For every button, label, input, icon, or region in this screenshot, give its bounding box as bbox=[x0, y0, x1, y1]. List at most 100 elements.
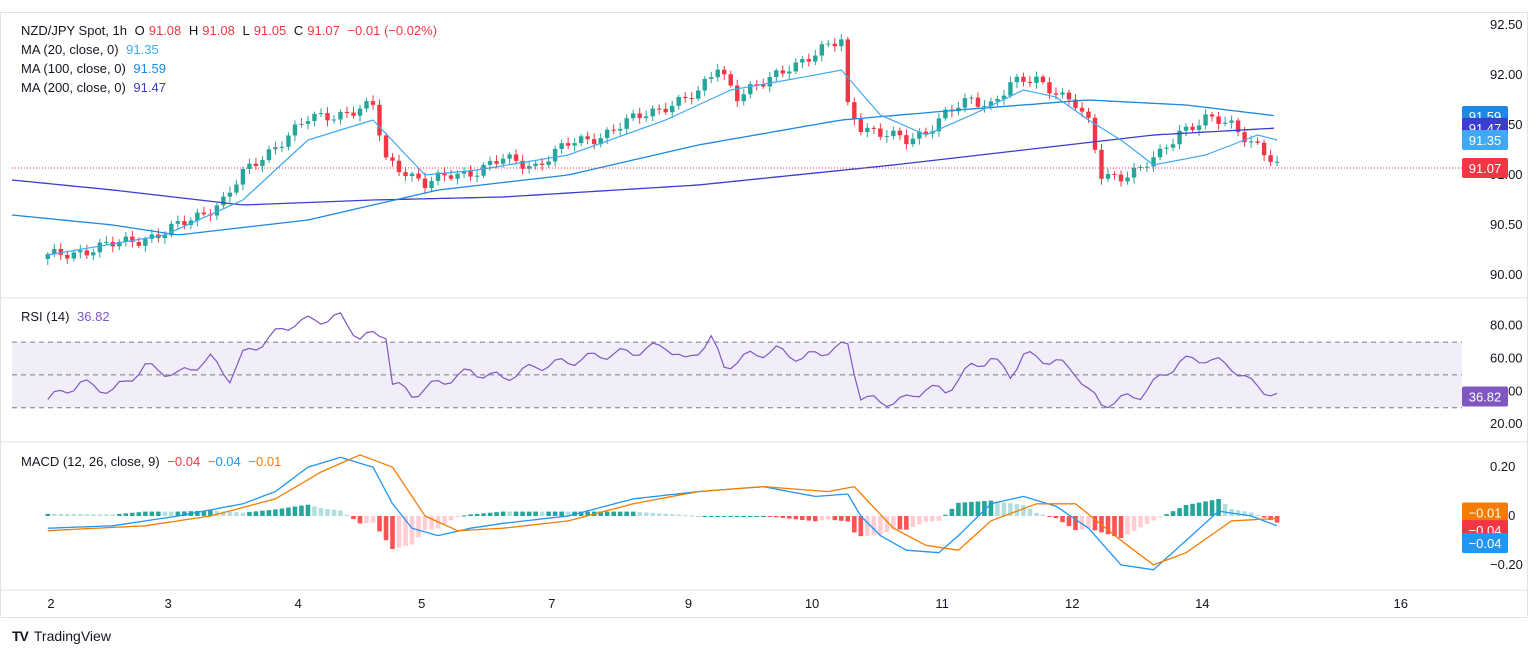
macd-histogram-bar bbox=[390, 516, 395, 549]
candle-body bbox=[123, 236, 129, 242]
macd-histogram-bar bbox=[702, 516, 708, 517]
macd-histogram-bar bbox=[897, 516, 903, 530]
macd-histogram-bar bbox=[656, 513, 662, 516]
candle-body bbox=[117, 241, 122, 247]
candle-body bbox=[461, 170, 467, 174]
candle-body bbox=[1008, 82, 1013, 96]
candle-body bbox=[409, 173, 415, 177]
macd-histogram-bar bbox=[1118, 516, 1124, 538]
candle-body bbox=[344, 111, 350, 113]
macd-histogram-bar bbox=[546, 511, 551, 516]
candle-body bbox=[683, 96, 688, 99]
macd-histogram-bar bbox=[45, 513, 51, 516]
macd-histogram-bar bbox=[617, 511, 623, 516]
candle-body bbox=[1170, 144, 1176, 148]
macd-histogram-bar bbox=[442, 516, 447, 525]
candle-body bbox=[624, 118, 629, 129]
candle-body bbox=[728, 74, 733, 86]
candle-body bbox=[1047, 82, 1052, 94]
macd-histogram-bar bbox=[117, 513, 122, 516]
candle-body bbox=[585, 136, 590, 140]
candle-body bbox=[604, 129, 610, 139]
candle-body bbox=[676, 96, 681, 106]
macd-signal-line bbox=[47, 454, 1278, 566]
macd-histogram-bar bbox=[826, 516, 831, 520]
candle-body bbox=[969, 97, 974, 99]
ma20-value: 91.35 bbox=[126, 42, 159, 57]
macd-histogram-bar bbox=[1086, 516, 1091, 529]
price-axis-badge-label: 91.07 bbox=[1469, 161, 1502, 176]
macd-histogram-bar bbox=[1177, 508, 1182, 516]
macd-histogram-bar bbox=[884, 516, 890, 533]
candle-body bbox=[650, 108, 655, 117]
macd-histogram-bar bbox=[923, 516, 929, 522]
macd-histogram-bar bbox=[878, 516, 883, 536]
macd-histogram-bar bbox=[786, 516, 792, 519]
time-tick-label: 4 bbox=[295, 596, 302, 611]
macd-histogram-bar bbox=[143, 511, 148, 516]
macd-histogram-bar bbox=[669, 514, 675, 516]
macd-histogram-bar bbox=[839, 516, 844, 521]
macd-histogram-bar bbox=[227, 511, 233, 516]
candle-body bbox=[1099, 149, 1104, 179]
candle-body bbox=[377, 104, 382, 136]
macd-histogram-bar bbox=[286, 507, 291, 516]
candle-body bbox=[1131, 167, 1137, 178]
macd-histogram-bar bbox=[910, 516, 916, 527]
macd-histogram-bar bbox=[559, 511, 564, 516]
candle-body bbox=[240, 168, 246, 185]
candle-body bbox=[1261, 142, 1267, 156]
macd-histogram-bar bbox=[637, 512, 642, 516]
candle-body bbox=[65, 254, 70, 259]
candle-body bbox=[435, 172, 441, 181]
macd-histogram-bar bbox=[1014, 504, 1020, 516]
macd-histogram-bar bbox=[624, 511, 629, 516]
macd-histogram-bar bbox=[832, 516, 838, 521]
macd-histogram-bar bbox=[403, 516, 408, 547]
open-value: 91.08 bbox=[148, 23, 182, 38]
candle-body bbox=[338, 111, 343, 120]
macd-histogram-bar bbox=[448, 516, 454, 521]
close-value: 91.07 bbox=[307, 23, 340, 38]
rsi-axis-badge bbox=[1462, 386, 1508, 407]
macd-histogram-bar bbox=[383, 516, 389, 541]
ma100-value: 91.59 bbox=[133, 61, 166, 76]
macd-histogram-bar bbox=[663, 513, 669, 516]
candle-body bbox=[1066, 92, 1072, 100]
macd-histogram-bar bbox=[695, 516, 701, 517]
rsi-legend: RSI (14) 36.82 bbox=[21, 307, 114, 326]
macd-histogram-bar bbox=[214, 510, 220, 516]
macd-histogram-bar bbox=[253, 511, 259, 516]
macd-axis-badge bbox=[1462, 502, 1508, 523]
macd-histogram-bar bbox=[930, 516, 935, 522]
tradingview-brand[interactable]: TV TradingView bbox=[12, 628, 111, 644]
candle-body bbox=[975, 97, 981, 107]
macd-histogram-bar bbox=[520, 511, 525, 516]
candle-body bbox=[1164, 147, 1169, 149]
candle-body bbox=[45, 254, 50, 259]
macd-histogram-bar bbox=[1235, 510, 1241, 516]
macd-histogram-bar bbox=[396, 516, 402, 548]
macd-histogram-bar bbox=[611, 511, 616, 516]
candle-body bbox=[917, 131, 922, 139]
candle-body bbox=[468, 170, 473, 177]
candle-body bbox=[403, 172, 408, 177]
candle-body bbox=[227, 192, 233, 197]
candle-body bbox=[871, 127, 877, 129]
macd-histogram-bar bbox=[136, 512, 142, 516]
time-tick-label: 2 bbox=[47, 596, 54, 611]
candle-body bbox=[839, 39, 844, 47]
candle-body bbox=[500, 158, 506, 164]
candle-body bbox=[214, 205, 220, 216]
candle-body bbox=[1222, 122, 1228, 124]
high-value: 91.08 bbox=[202, 23, 235, 38]
macd-histogram-bar bbox=[169, 511, 174, 516]
candle-body bbox=[1014, 76, 1020, 83]
macd-histogram-bar bbox=[279, 508, 285, 516]
macd-histogram-bar bbox=[949, 508, 955, 516]
macd-histogram-bar bbox=[162, 511, 168, 516]
candle-body bbox=[689, 98, 694, 100]
candle-body bbox=[1196, 125, 1202, 130]
candle-body bbox=[943, 109, 948, 119]
ma200-line bbox=[11, 127, 1274, 206]
